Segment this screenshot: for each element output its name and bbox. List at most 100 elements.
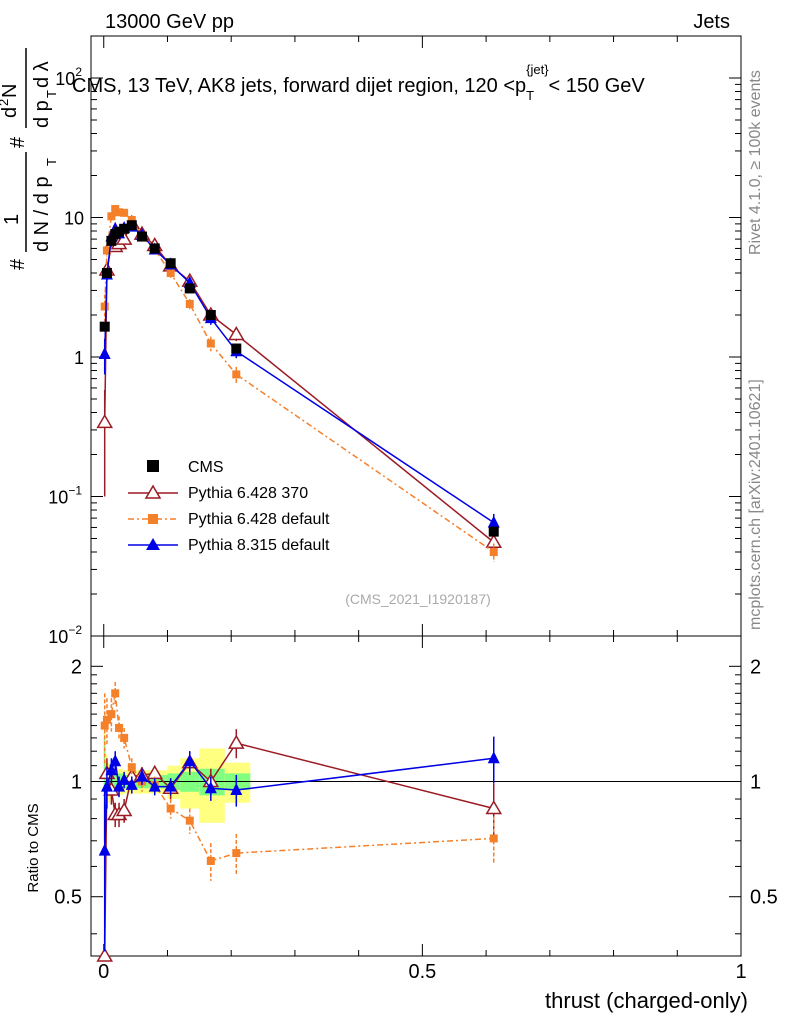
ylabel-d2n: d [0,107,21,118]
point-p6-default [232,370,241,379]
point-cms [149,243,160,254]
ratio-point-p6-default [100,721,109,730]
ratio-y-tick-label-right: 1 [750,772,761,794]
ylabel-sub-t: T [44,158,59,166]
legend-label-p8-default: Pythia 8.315 default [188,537,330,554]
point-cms [165,258,176,269]
ratio-y-tick-label: 0.5 [54,887,82,909]
ratio-y-tick-label-right: 0.5 [750,887,778,909]
ratio-point-p8-default [98,843,111,856]
point-cms [106,235,117,246]
series-line-p6-default [103,207,495,553]
ratio-uncertainty-band [91,719,741,881]
ratio-point-p8-default [164,779,177,792]
y-tick-label: 10−1 [48,483,82,507]
analysis-watermark: (CMS_2021_I1920187) [345,591,491,607]
ylabel-dl: d λ [31,61,53,88]
ratio-point-p6-default [185,816,194,825]
ylabel-n: N [0,84,21,98]
ylabel-sub-t-2: T [44,90,59,98]
point-p8-default [487,515,500,528]
ratio-y-tick-label: 1 [71,772,82,794]
main-ylabel: # 1 d N / d p T # d 2 N # d p T d λ [0,48,59,270]
point-p6-370 [227,325,245,341]
point-cms [231,343,242,354]
legend-label-p6-370: Pythia 6.428 370 [188,485,308,502]
point-cms [119,223,130,234]
title-sup: {jet} [526,62,549,77]
ratio-point-p8-default [230,783,243,796]
main-plot-title: CMS, 13 TeV, AK8 jets, forward dijet reg… [72,62,645,103]
header-jets-label: Jets [693,11,730,33]
point-p6-default [206,339,215,348]
ratio-point-p8-default [109,754,122,767]
ratio-point-p6-default [489,834,498,843]
ylabel-two: 2 [0,99,11,106]
legend-marker-cms [147,460,159,472]
ratio-point-p6-370 [485,800,503,815]
point-p6-default [489,548,498,557]
point-p6-370 [96,413,114,429]
x-tick-label: 0.5 [408,961,436,983]
ratio-point-p6-default [120,733,129,742]
ratio-point-p6-default [107,710,116,719]
ratio-ylabel: Ratio to CMS [25,803,42,892]
point-p6-default [100,302,109,311]
legend-label-p6-default: Pythia 6.428 default [188,511,330,528]
x-tick-label: 0 [98,961,109,983]
point-p6-default [166,269,175,278]
point-cms [99,321,110,332]
y-tick-label: 10 [64,208,84,228]
ratio-point-p6-default [111,689,120,698]
data-series [96,205,503,962]
ratio-point-p8-default [135,769,148,782]
x-axis-label: thrust (charged-only) [545,988,748,1013]
title-suffix: < 150 GeV [549,75,646,97]
ratio-point-p8-default [125,777,138,790]
ratio-point-p8-default [148,779,161,792]
ratio-point-p6-370 [96,947,114,962]
ratio-plot-frame [90,635,742,957]
ylabel-one: 1 [1,214,23,225]
ratio-point-p8-default [105,763,118,776]
ratio-point-p6-default [232,849,241,858]
ratio-point-p6-370 [227,734,245,749]
x-tick-label: 1 [735,961,746,983]
ratio-point-p6-default [115,723,124,732]
ratio-point-p8-default [100,779,113,792]
axis-ticks: 0 0.5 1 10−2 10−1 1 10 102 0.5 0.5 1 1 2 2 [48,35,778,983]
ratio-y-tick-label: 2 [71,656,82,678]
mcplots-label: mcplots.cern.ch [arXiv:2401.10621] [747,379,764,630]
point-p6-default [107,212,116,221]
rivet-version-label: Rivet 4.1.0, ≥ 100k events [747,70,764,255]
point-p6-default [102,246,111,255]
y-tick-label: 10−2 [48,623,82,647]
ratio-y-tick-label-right: 2 [750,656,761,678]
point-cms [126,220,137,231]
ratio-point-p6-default [102,715,111,724]
point-cms [136,231,147,242]
legend-marker-p6-370 [144,484,162,499]
point-p6-default [185,299,194,308]
point-cms [101,268,112,279]
ratio-point-p8-default [183,754,196,767]
ylabel-dn-dp: d N / d p [31,176,53,252]
point-cms [205,310,216,321]
ratio-point-p8-default [118,772,131,785]
ratio-point-p6-370 [115,802,133,817]
ratio-point-p6-default [127,763,136,772]
header-energy-label: 13000 GeV pp [105,11,234,33]
ratio-point-p8-default [487,751,500,764]
point-p8-default [98,347,111,360]
ylabel-hash: # [7,258,29,270]
point-p6-default [115,208,124,217]
legend-marker-p8-default [146,538,160,550]
y-tick-label: 1 [74,348,84,368]
ratio-point-p6-default [166,804,175,813]
legend-label-cms: CMS [188,459,224,476]
legend-marker-p6-default [148,514,158,524]
point-cms [184,283,195,294]
ylabel-dp: d p [31,100,53,128]
title-sub: T [526,88,534,103]
ratio-point-p8-default [204,781,217,794]
